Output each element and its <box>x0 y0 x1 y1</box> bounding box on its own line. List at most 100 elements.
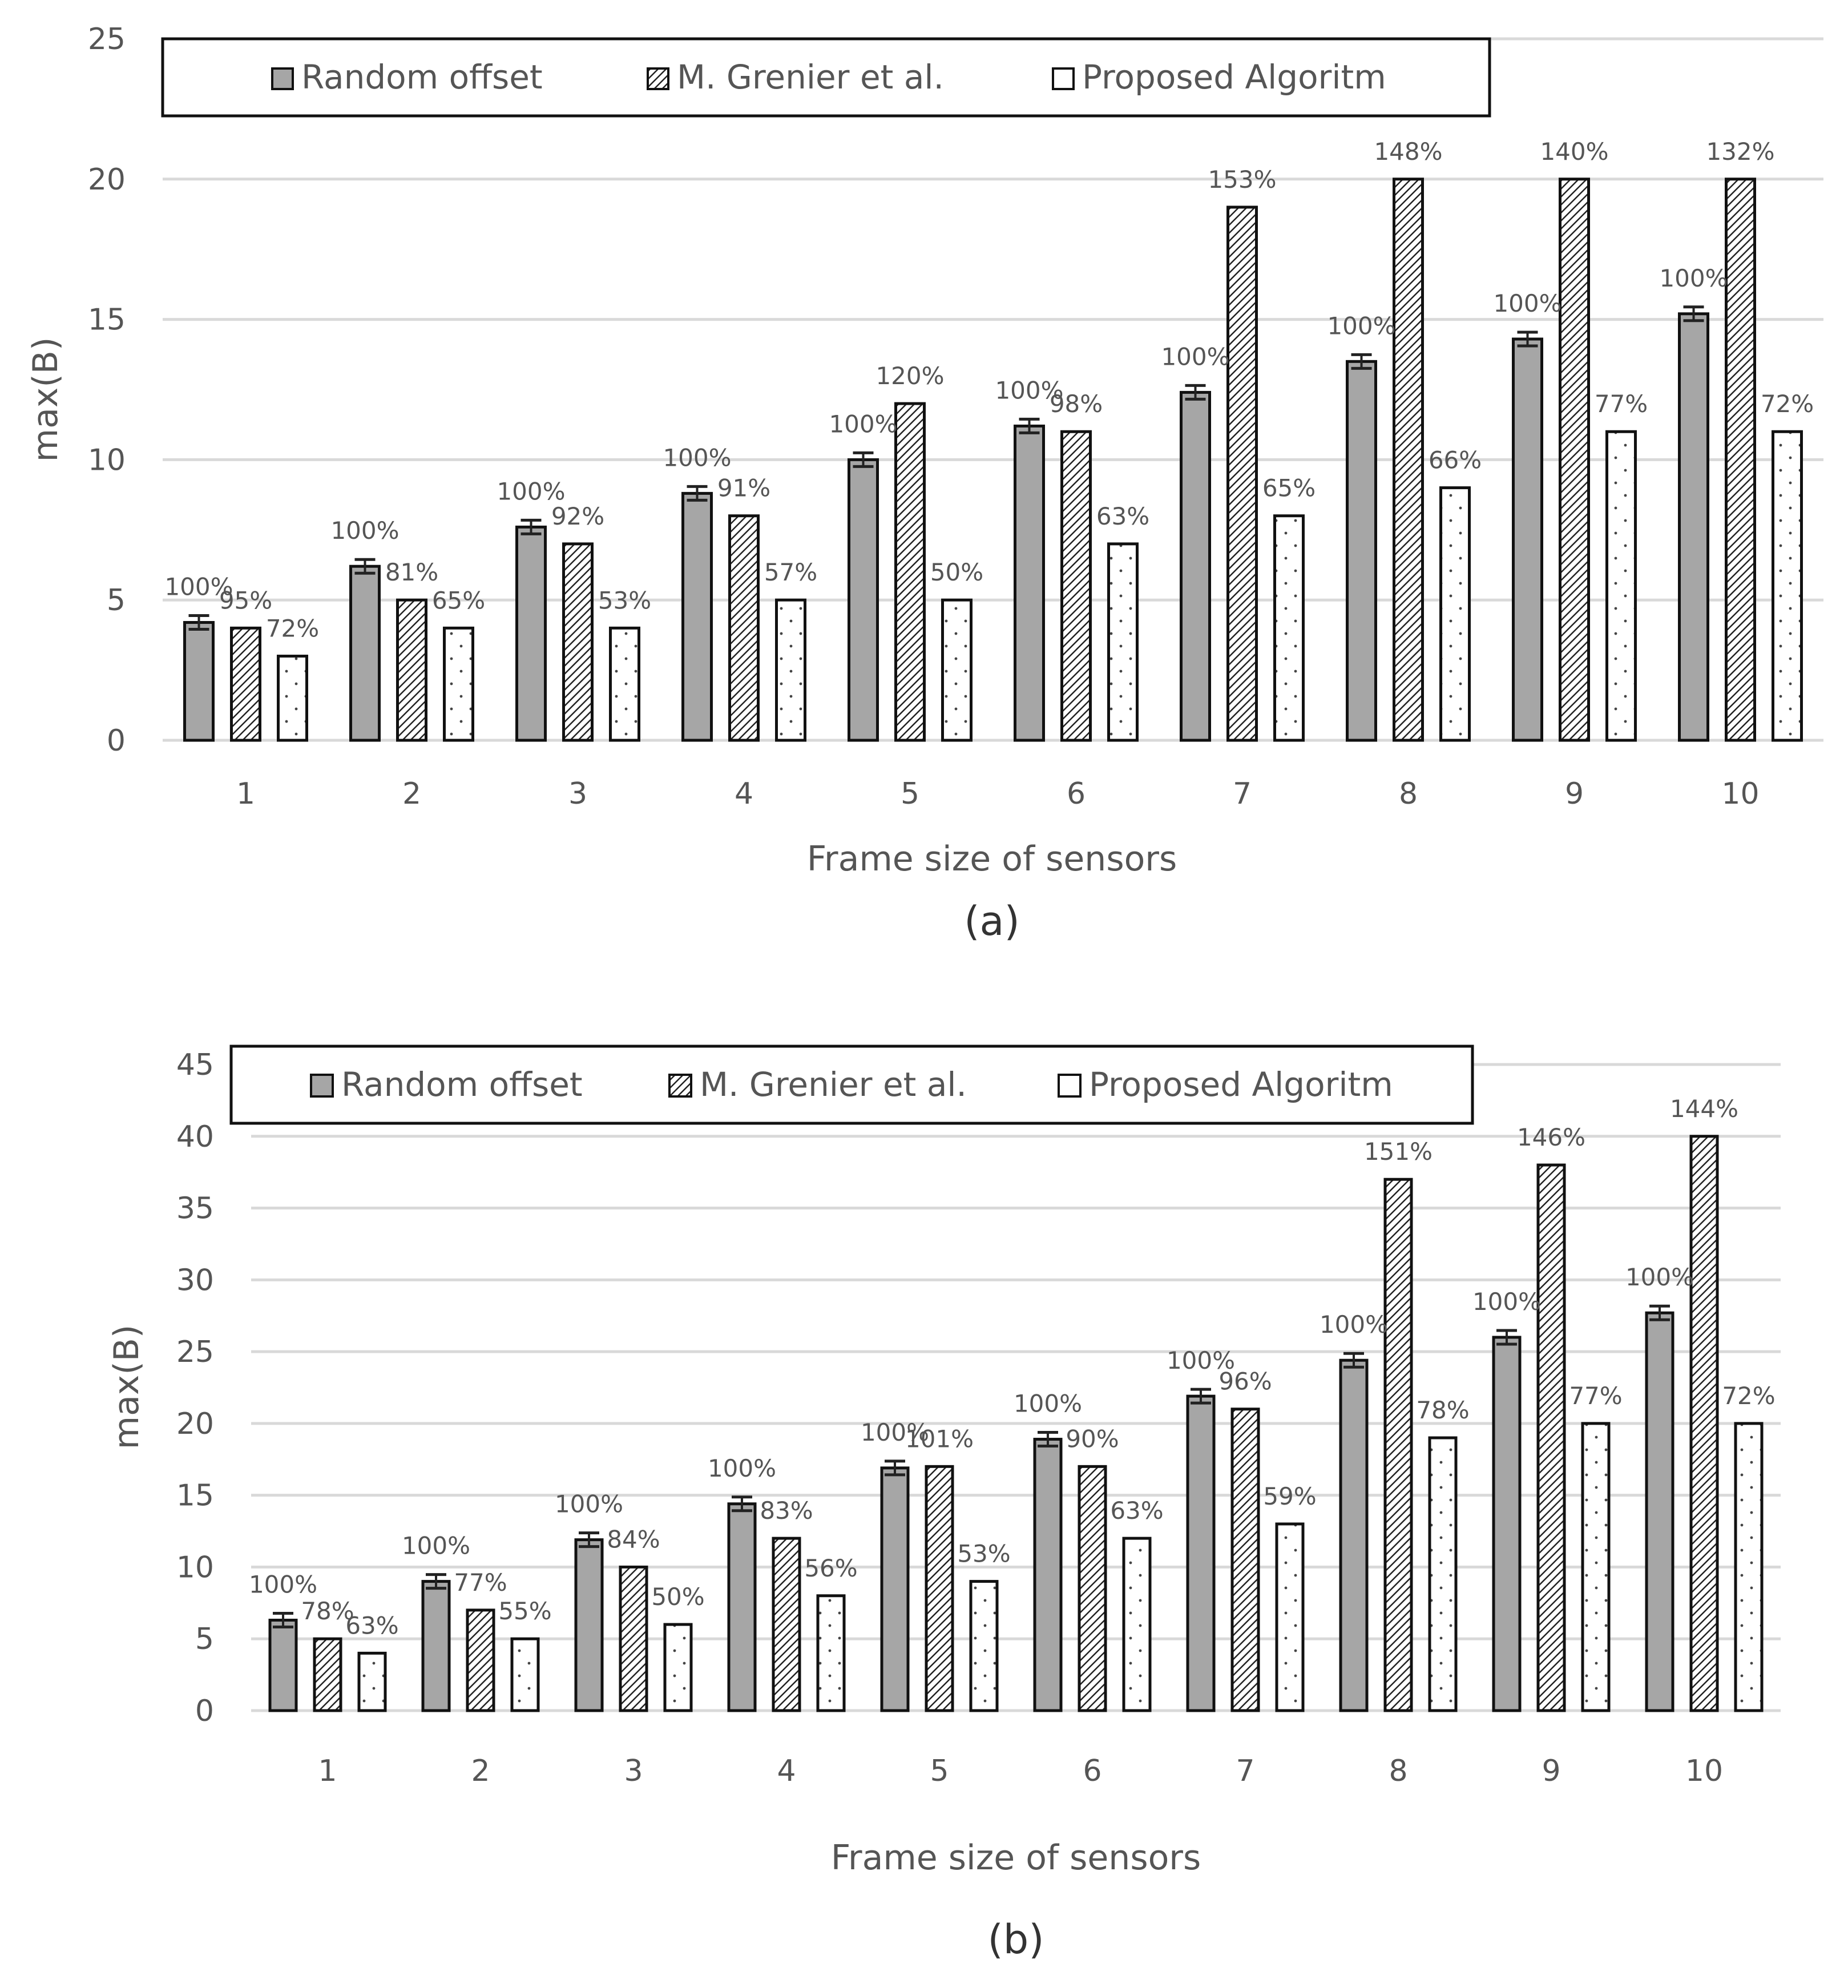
chart-a-data-label-proposed: 57% <box>764 558 817 586</box>
chart-a-bar-proposed <box>941 598 973 742</box>
chart-a-bar-grenier <box>396 598 427 742</box>
chart-b-x-tick-label: 7 <box>1236 1754 1254 1788</box>
chart-a-data-label-random-offset: 100% <box>663 443 731 471</box>
chart-a-caption: (a) <box>964 898 1020 945</box>
chart-a-y-tick-label: 15 <box>88 303 126 337</box>
chart-b-x-axis-title: Frame size of sensors <box>831 1838 1201 1878</box>
chart-a-x-tick-label: 5 <box>901 777 919 811</box>
chart-a-data-label-grenier: 140% <box>1540 138 1608 166</box>
chart-a-data-label-proposed: 53% <box>598 586 651 614</box>
chart-a-data-label-grenier: 81% <box>385 558 438 586</box>
chart-a-bar-grenier <box>894 402 926 742</box>
legend-label-grenier: M. Grenier et al. <box>700 1065 967 1104</box>
chart-b-bar-proposed <box>1122 1537 1152 1712</box>
chart-b-data-label-grenier: 146% <box>1517 1123 1585 1151</box>
chart-b-data-label-grenier: 90% <box>1066 1425 1119 1453</box>
chart-a-error-bar <box>853 451 874 468</box>
chart-b-data-label-grenier: 84% <box>607 1525 660 1553</box>
chart-b-bar-grenier <box>925 1465 954 1712</box>
chart-a-data-label-proposed: 63% <box>1096 502 1149 530</box>
chart-a-x-tick-label: 9 <box>1565 777 1584 811</box>
chart-b-data-label-random-offset: 100% <box>708 1454 776 1482</box>
chart-b-y-tick-label: 35 <box>176 1192 214 1226</box>
chart-a-bar-proposed <box>1772 430 1803 742</box>
chart-b-data-label-random-offset: 100% <box>1014 1390 1082 1418</box>
chart-a-data-label-proposed: 66% <box>1429 446 1482 474</box>
chart-b-bar-proposed <box>1581 1422 1611 1712</box>
chart-a-bar-random-offset <box>1014 424 1045 742</box>
chart-a-error-bar <box>1517 330 1538 348</box>
chart-a-x-tick-label: 8 <box>1399 777 1418 811</box>
chart-a-data-label-random-offset: 100% <box>1493 289 1561 317</box>
chart-a-bar-proposed <box>609 626 640 742</box>
chart-b-data-label-proposed: 59% <box>1263 1482 1316 1510</box>
chart-b-data-label-proposed: 63% <box>345 1611 398 1639</box>
chart-b-error-bar <box>1038 1431 1058 1448</box>
legend-swatch-random-offset <box>271 67 294 90</box>
chart-b-error-bar <box>1343 1352 1364 1369</box>
chart-b-bar-grenier <box>1230 1408 1260 1712</box>
chart-a-error-bar <box>520 518 542 535</box>
chart-a-bar-random-offset <box>681 491 713 742</box>
chart-a-legend: Random offset M. Grenier et al. Proposed… <box>161 37 1491 118</box>
chart-b-bar-grenier <box>313 1637 342 1712</box>
chart-a-y-tick-label: 20 <box>88 163 126 197</box>
chart-b-bar-grenier <box>1078 1465 1107 1712</box>
chart-a-x-tick-label: 3 <box>568 777 587 811</box>
chart-b-bar-proposed <box>1734 1422 1764 1712</box>
chart-b-error-bar <box>1191 1388 1211 1405</box>
chart-a-bar-grenier <box>728 514 760 742</box>
chart-a-bar-random-offset <box>349 564 381 742</box>
chart-b-bar-random-offset <box>1033 1438 1063 1712</box>
chart-a-x-tick-label: 2 <box>402 777 421 811</box>
chart-a-data-label-proposed: 65% <box>1262 474 1316 502</box>
chart-b-bar-proposed <box>1275 1522 1305 1712</box>
chart-b-x-tick-label: 10 <box>1685 1754 1723 1788</box>
chart-a-bar-proposed <box>1107 542 1139 742</box>
chart-b-bar-grenier <box>1536 1163 1566 1712</box>
chart-a-legend-box <box>161 37 1491 118</box>
chart-b-bar-proposed <box>510 1637 540 1712</box>
chart-a-bar-proposed <box>277 655 308 742</box>
chart-a-bar-grenier <box>1725 178 1756 742</box>
chart-a-data-label-grenier: 132% <box>1706 138 1774 166</box>
legend-label-proposed: Proposed Algoritm <box>1089 1065 1393 1104</box>
chart-a-bar-proposed <box>1273 514 1305 742</box>
chart-a-bar-random-offset <box>1180 390 1211 742</box>
chart-b-x-tick-label: 2 <box>471 1754 490 1788</box>
chart-b-error-bar <box>885 1459 905 1477</box>
chart-a-bar-grenier <box>1559 178 1590 742</box>
chart-a-data-label-grenier: 148% <box>1374 138 1442 166</box>
chart-a-data-label-random-offset: 100% <box>1327 312 1395 340</box>
chart-a-data-label-proposed: 50% <box>930 558 983 586</box>
chart-a-data-label-proposed: 77% <box>1595 390 1648 418</box>
chart-b-error-bar <box>732 1495 752 1513</box>
chart-a-data-label-proposed: 65% <box>432 586 485 614</box>
chart-b-error-bar <box>1496 1329 1517 1346</box>
chart-b-x-tick-label: 6 <box>1083 1754 1101 1788</box>
chart-b-data-label-grenier: 151% <box>1364 1138 1433 1166</box>
chart-a-data-label-random-offset: 100% <box>330 517 399 545</box>
chart-b-data-label-grenier: 78% <box>301 1597 354 1625</box>
chart-b-x-tick-label: 5 <box>930 1754 949 1788</box>
chart-a-data-label-grenier: 98% <box>1050 390 1103 418</box>
chart-b-bar-random-offset <box>1186 1394 1216 1712</box>
chart-a-y-tick-label: 0 <box>107 724 126 758</box>
chart-a-error-bar <box>1185 384 1206 401</box>
chart-a-bar-grenier <box>1393 178 1424 742</box>
chart-a-error-bar <box>188 614 209 631</box>
chart-b-x-tick-label: 9 <box>1542 1754 1560 1788</box>
chart-a-bar-proposed <box>443 626 474 742</box>
chart-b-data-label-proposed: 55% <box>498 1597 551 1625</box>
chart-b-y-tick-label: 20 <box>176 1407 214 1441</box>
chart-b-y-tick-label: 15 <box>176 1479 214 1513</box>
chart-b-y-tick-label: 25 <box>176 1335 214 1369</box>
chart-b-y-tick-label: 30 <box>176 1263 214 1297</box>
chart-a-bar-proposed <box>1439 486 1471 742</box>
chart-b-bar-random-offset <box>727 1502 757 1712</box>
chart-b-bar-proposed <box>969 1580 999 1712</box>
chart-b-legend: Random offset M. Grenier et al. Proposed… <box>229 1045 1474 1125</box>
chart-a-bar-random-offset <box>1512 337 1543 742</box>
chart-b-data-label-random-offset: 100% <box>1167 1346 1235 1374</box>
